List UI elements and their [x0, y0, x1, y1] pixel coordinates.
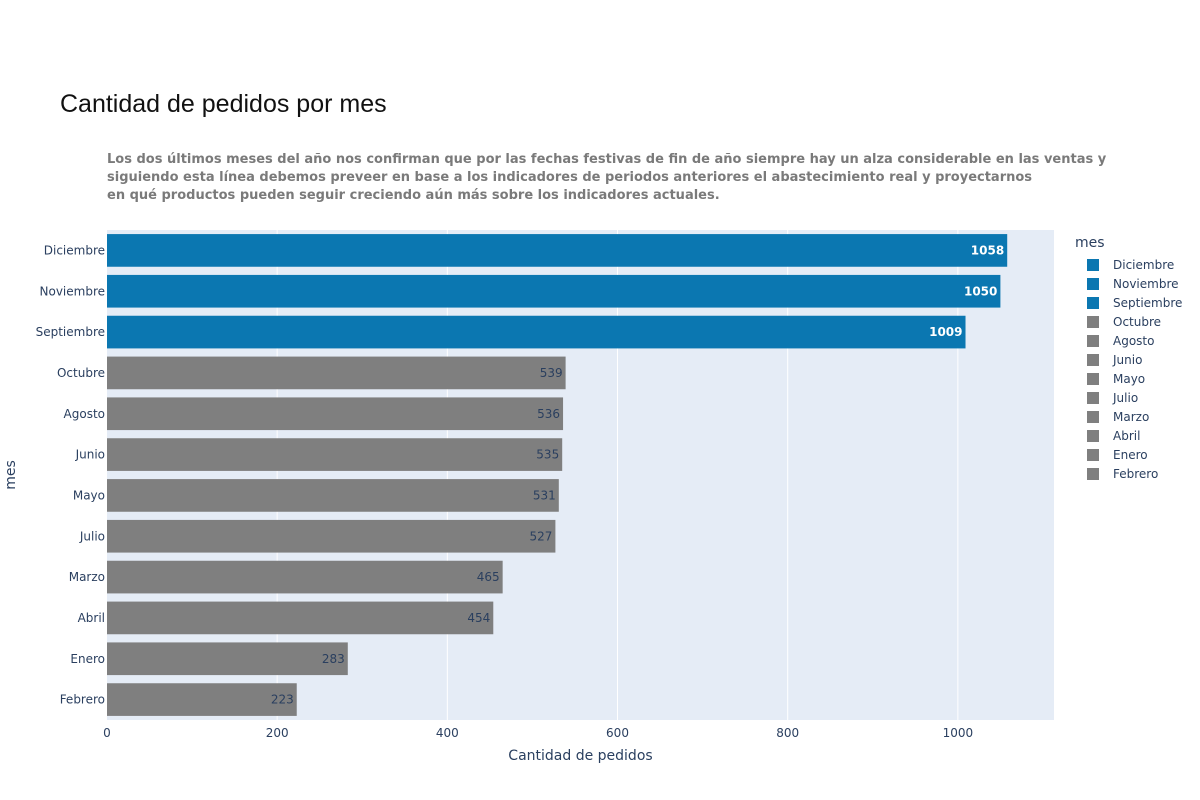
legend-swatch — [1087, 410, 1099, 423]
subtitle-line: Los dos últimos meses del año nos confir… — [107, 152, 1107, 167]
legend-swatch — [1087, 391, 1099, 404]
subtitle-line: siguiendo esta línea debemos preveer en … — [107, 170, 1033, 185]
bar-value-label: 465 — [477, 570, 500, 584]
bar-value-label: 531 — [533, 488, 556, 502]
bar-value-label: 1009 — [929, 325, 962, 339]
bar — [107, 274, 1001, 308]
y-tick-label: Abril — [78, 611, 105, 625]
legend-item[interactable]: Marzo — [1075, 407, 1182, 426]
bar-value-label: 539 — [540, 366, 563, 380]
chart-title: Cantidad de pedidos por mes — [60, 90, 387, 118]
plot-area — [107, 230, 1054, 720]
legend: mes Diciembre Noviembre Septiembre Octubre A… — [1075, 235, 1182, 483]
legend-label: Junio — [1113, 352, 1143, 367]
y-tick-label: Agosto — [64, 407, 105, 421]
bar — [107, 560, 503, 594]
bar-value-label: 1058 — [971, 243, 1004, 257]
legend-swatch — [1087, 315, 1099, 328]
legend-swatch — [1087, 258, 1099, 271]
y-tick-label: Octubre — [57, 366, 105, 380]
legend-item[interactable]: Julio — [1075, 388, 1182, 407]
legend-item[interactable]: Junio — [1075, 350, 1182, 369]
y-tick-label: Julio — [79, 529, 105, 543]
bar — [107, 601, 494, 635]
x-tick-label: 400 — [436, 726, 459, 740]
legend-swatch — [1087, 467, 1099, 480]
bar-value-label: 1050 — [964, 284, 997, 298]
bar-value-label: 535 — [536, 448, 559, 462]
y-tick-label: Mayo — [73, 488, 105, 502]
y-tick-label: Septiembre — [36, 325, 105, 339]
legend-item[interactable]: Agosto — [1075, 331, 1182, 350]
bar — [107, 397, 564, 431]
bar — [107, 438, 563, 471]
chart-subtitle: Los dos últimos meses del año nos confir… — [107, 133, 1106, 223]
bar — [107, 479, 559, 512]
legend-item[interactable]: Abril — [1075, 426, 1182, 445]
legend-item[interactable]: Diciembre — [1075, 255, 1182, 274]
y-tick-label: Enero — [70, 652, 105, 666]
legend-item[interactable]: Enero — [1075, 445, 1182, 464]
legend-label: Enero — [1113, 447, 1148, 462]
legend-label: Noviembre — [1113, 276, 1179, 291]
legend-label: Septiembre — [1113, 295, 1183, 310]
legend-item[interactable]: Mayo — [1075, 369, 1182, 388]
y-axis-title: mes — [3, 460, 19, 490]
legend-swatch — [1087, 448, 1099, 461]
bar-value-label: 536 — [537, 407, 560, 421]
bar — [107, 315, 966, 349]
legend-swatch — [1087, 372, 1099, 385]
bar-value-label: 283 — [322, 652, 345, 666]
legend-item[interactable]: Septiembre — [1075, 293, 1182, 312]
bar-value-label: 527 — [529, 529, 552, 543]
legend-swatch — [1087, 334, 1099, 347]
y-tick-label: Febrero — [60, 693, 105, 707]
legend-swatch — [1087, 429, 1099, 442]
x-tick-label: 800 — [776, 726, 799, 740]
x-tick-label: 600 — [606, 726, 629, 740]
legend-label: Marzo — [1113, 409, 1150, 424]
y-tick-label: Junio — [75, 448, 105, 462]
legend-title: mes — [1075, 235, 1105, 251]
legend-label: Octubre — [1113, 314, 1162, 329]
x-axis-title: Cantidad de pedidos — [508, 748, 652, 764]
x-tick-label: 200 — [266, 726, 289, 740]
legend-item[interactable]: Febrero — [1075, 464, 1182, 483]
legend-label: Mayo — [1113, 371, 1146, 386]
legend-item[interactable]: Octubre — [1075, 312, 1182, 331]
bar — [107, 234, 1008, 267]
bar-value-label: 223 — [271, 693, 294, 707]
y-tick-label: Marzo — [69, 570, 105, 584]
legend-label: Abril — [1113, 428, 1141, 443]
bar — [107, 683, 297, 716]
y-tick-label: Noviembre — [40, 284, 106, 298]
y-tick-label: Diciembre — [44, 243, 105, 257]
bar — [107, 356, 566, 390]
legend-swatch — [1087, 296, 1099, 309]
legend-label: Julio — [1113, 390, 1139, 405]
legend-label: Agosto — [1113, 333, 1155, 348]
x-tick-label: 0 — [103, 726, 111, 740]
legend-item[interactable]: Noviembre — [1075, 274, 1182, 293]
legend-label: Diciembre — [1113, 257, 1175, 272]
legend-swatch — [1087, 277, 1099, 290]
bar — [107, 519, 556, 553]
legend-label: Febrero — [1113, 466, 1159, 481]
subtitle-line: en qué productos pueden seguir creciendo… — [107, 188, 720, 203]
bar-value-label: 454 — [467, 611, 490, 625]
legend-swatch — [1087, 353, 1099, 366]
x-tick-label: 1000 — [943, 726, 974, 740]
bar — [107, 642, 348, 676]
